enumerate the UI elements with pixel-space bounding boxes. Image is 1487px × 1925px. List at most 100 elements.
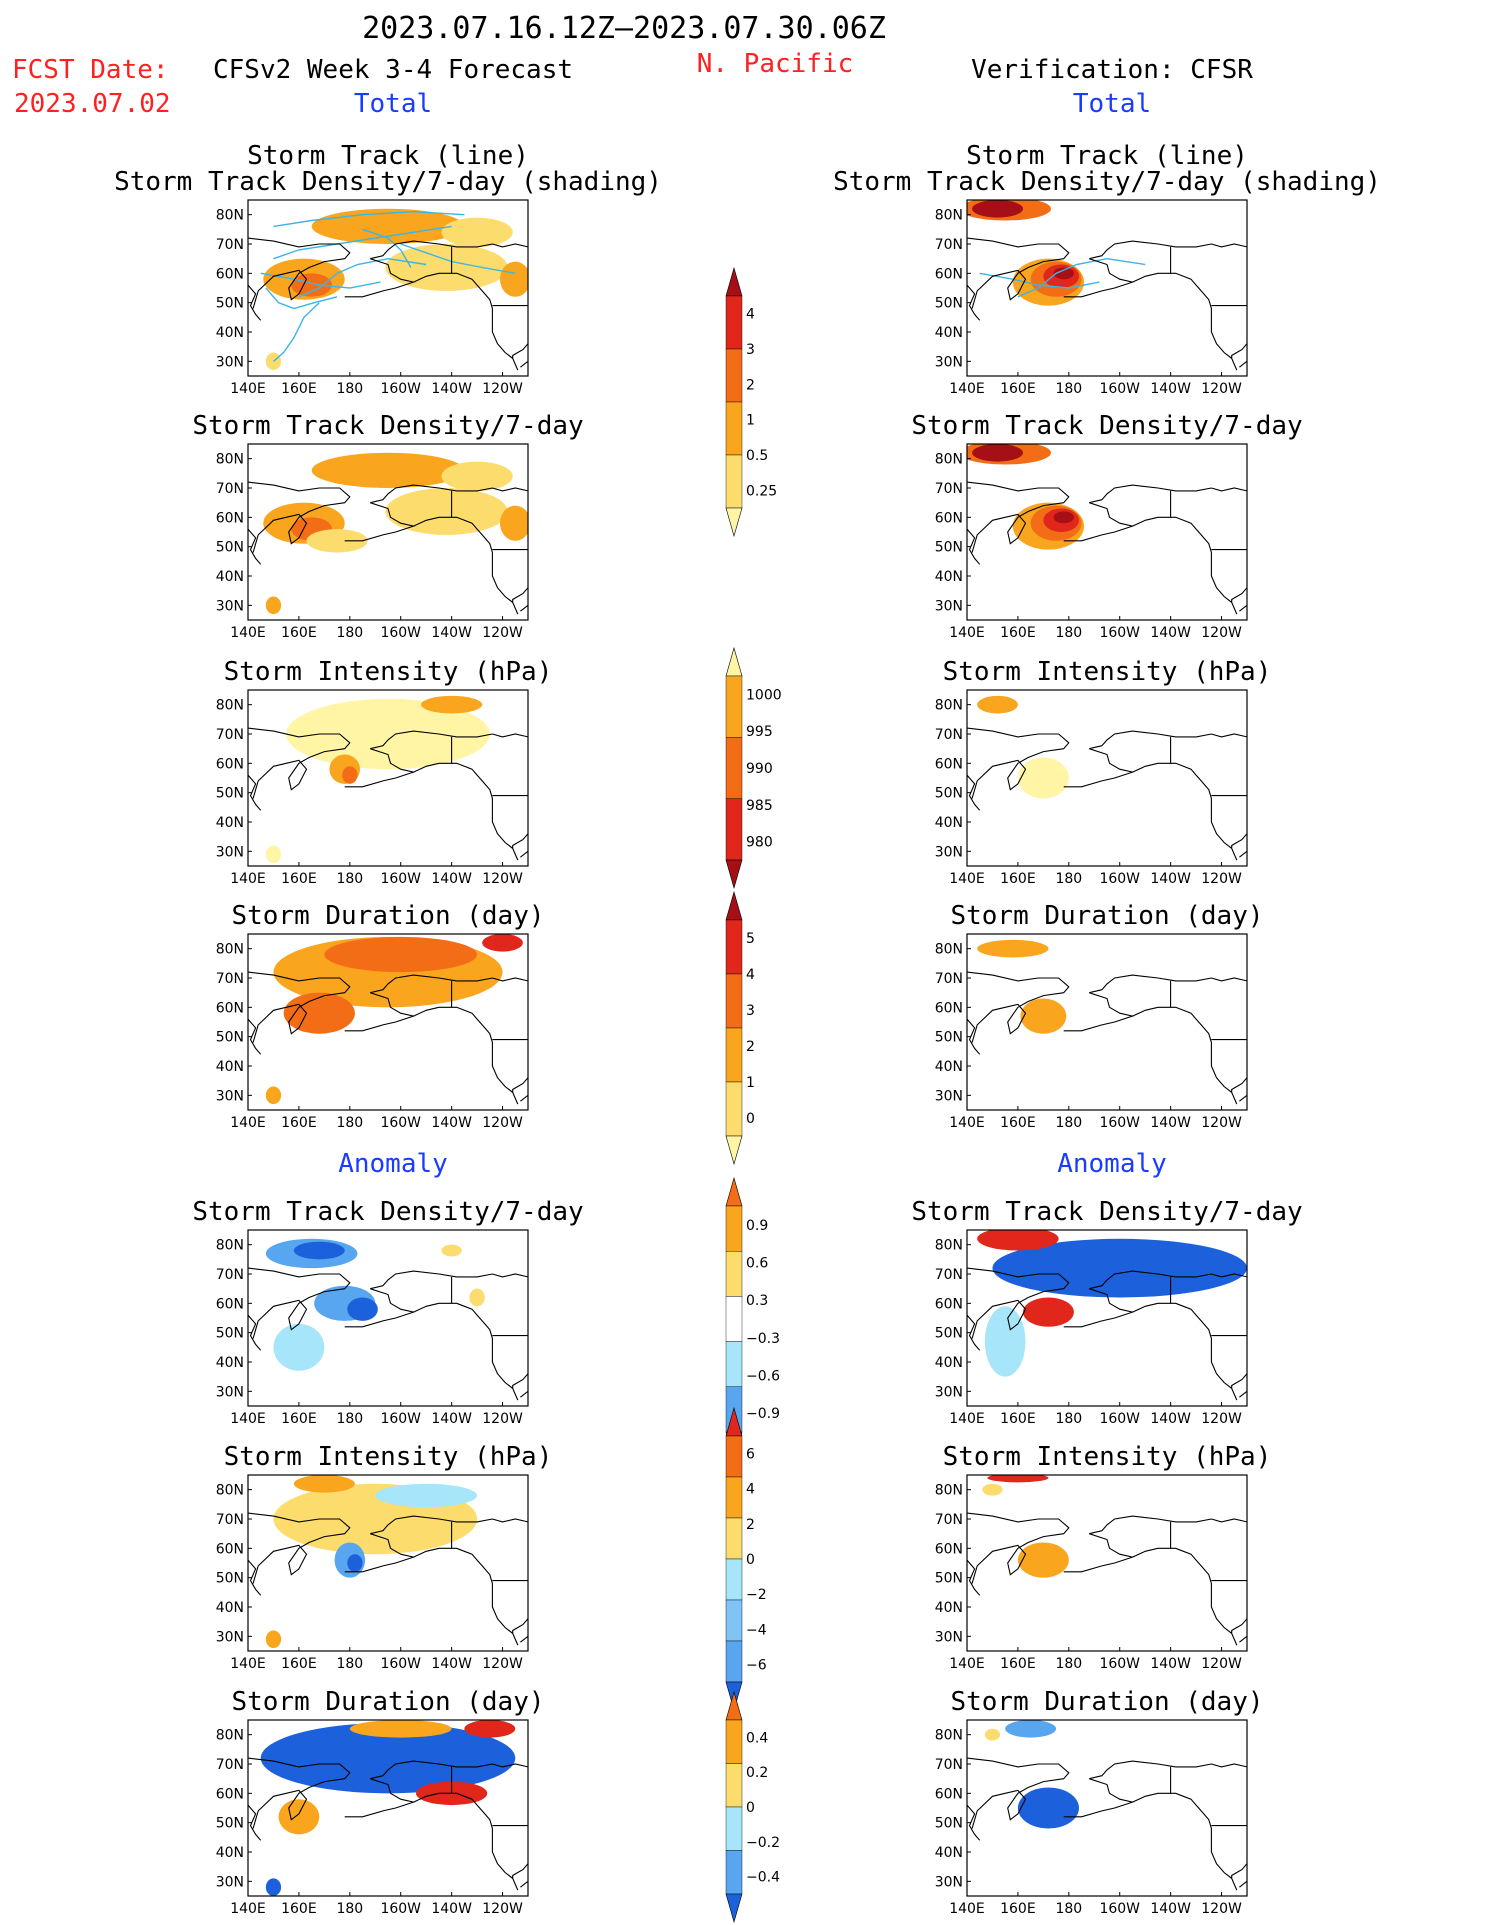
shading-region bbox=[375, 1483, 478, 1508]
map-background bbox=[967, 1475, 1247, 1651]
y-tick-label: 70N bbox=[935, 1512, 963, 1528]
y-tick-label: 70N bbox=[216, 1267, 244, 1283]
coastline-map-icon bbox=[967, 971, 1247, 1105]
y-tick-label: 80N bbox=[935, 698, 963, 714]
x-tick-label: 140W bbox=[1150, 381, 1191, 397]
x-tick-label: 180 bbox=[336, 625, 363, 641]
panel-title: Storm Track (line) bbox=[966, 141, 1248, 171]
colorbar-bottom-arrow bbox=[725, 1135, 743, 1166]
coastline-map-icon bbox=[967, 1757, 1247, 1891]
y-tick-label: 50N bbox=[216, 296, 244, 312]
shading-region bbox=[385, 488, 508, 535]
x-tick-label: 160W bbox=[380, 381, 421, 397]
y-tick-label: 80N bbox=[935, 1728, 963, 1744]
x-tick-label: 140W bbox=[431, 1115, 472, 1131]
panel-title: Storm Duration (day) bbox=[231, 1687, 544, 1717]
shading-region bbox=[265, 1630, 282, 1649]
colorbar-label: −0.4 bbox=[746, 1870, 780, 1886]
y-tick-label: 60N bbox=[935, 510, 963, 526]
x-tick-label: 160E bbox=[1000, 1411, 1036, 1427]
colorbar-label: 0.9 bbox=[746, 1218, 768, 1234]
map-frame bbox=[247, 1474, 529, 1652]
colorbar-label: 4 bbox=[746, 307, 755, 323]
y-tick-label: 50N bbox=[216, 1326, 244, 1342]
shading-region bbox=[992, 1238, 1247, 1298]
map-shading bbox=[248, 934, 528, 1110]
shading-region bbox=[984, 1306, 1026, 1377]
left-anomaly-label: Anomaly bbox=[338, 1149, 448, 1179]
y-tick-label: 70N bbox=[935, 971, 963, 987]
colorbar-swatch bbox=[725, 1435, 743, 1478]
coastline-map-icon bbox=[248, 1512, 528, 1646]
colorbar-swatch bbox=[725, 1599, 743, 1642]
map-frame bbox=[966, 1719, 1248, 1897]
x-tick-label: 160E bbox=[281, 625, 317, 641]
colorbar-swatch bbox=[725, 675, 743, 738]
y-tick-label: 60N bbox=[935, 1296, 963, 1312]
x-tick-label: 180 bbox=[1055, 871, 1082, 887]
x-tick-label: 140E bbox=[230, 1901, 266, 1917]
colorbar-label: 0.5 bbox=[746, 448, 768, 464]
colorbar-top-arrow bbox=[725, 266, 743, 297]
colorbar-swatch bbox=[725, 1296, 743, 1342]
shading-region bbox=[265, 845, 282, 864]
x-tick-label: 140W bbox=[431, 1656, 472, 1672]
x-tick-label: 120W bbox=[482, 871, 523, 887]
map-shading bbox=[967, 200, 1247, 376]
x-tick-label: 160E bbox=[1000, 625, 1036, 641]
panel-title: Storm Duration (day) bbox=[950, 1687, 1263, 1717]
x-tick-label: 120W bbox=[1201, 871, 1242, 887]
map-frame bbox=[247, 199, 529, 377]
x-tick-label: 160E bbox=[281, 871, 317, 887]
colorbar-swatch bbox=[725, 1640, 743, 1683]
shading-region bbox=[464, 1720, 516, 1738]
y-tick-label: 30N bbox=[216, 844, 244, 860]
x-tick-label: 180 bbox=[1055, 1901, 1082, 1917]
map-frame bbox=[247, 1719, 529, 1897]
cfsr-duration-anom-panel: Storm Duration (day) 140E 160E 180 160W 140W 1… bbox=[935, 1687, 1264, 1917]
x-tick-label: 120W bbox=[1201, 1411, 1242, 1427]
y-tick-label: 30N bbox=[216, 1088, 244, 1104]
storm-track-line bbox=[273, 210, 465, 228]
colorbar-swatch bbox=[725, 1558, 743, 1601]
x-tick-label: 140W bbox=[431, 625, 472, 641]
colorbar-density-total: 4 3 2 1 0.5 0.25 bbox=[725, 266, 777, 538]
colorbar-label: −0.6 bbox=[746, 1369, 780, 1385]
colorbar-swatch bbox=[725, 454, 743, 509]
map-frame bbox=[966, 1229, 1248, 1407]
shading-region bbox=[311, 452, 465, 488]
x-tick-label: 180 bbox=[1055, 1656, 1082, 1672]
shading-region bbox=[977, 695, 1018, 714]
panel-title: Storm Intensity (hPa) bbox=[224, 1442, 553, 1472]
panel-title: Storm Track Density/7-day bbox=[192, 411, 583, 441]
shading-region bbox=[977, 939, 1049, 958]
y-tick-label: 50N bbox=[935, 540, 963, 556]
x-tick-label: 180 bbox=[1055, 1115, 1082, 1131]
y-tick-label: 50N bbox=[216, 1030, 244, 1046]
x-tick-label: 180 bbox=[336, 871, 363, 887]
colorbar-label: −4 bbox=[746, 1622, 767, 1638]
x-tick-label: 120W bbox=[482, 1656, 523, 1672]
y-tick-label: 70N bbox=[935, 481, 963, 497]
y-tick-label: 40N bbox=[216, 1600, 244, 1616]
y-tick-label: 30N bbox=[216, 1629, 244, 1645]
shading-region bbox=[265, 1878, 282, 1896]
panel-title: Storm Track Density/7-day (shading) bbox=[833, 167, 1381, 197]
y-tick-label: 60N bbox=[216, 510, 244, 526]
x-tick-label: 160W bbox=[380, 1411, 421, 1427]
x-tick-label: 120W bbox=[482, 1411, 523, 1427]
y-tick-label: 40N bbox=[216, 815, 244, 831]
map-background bbox=[967, 690, 1247, 866]
right-anomaly-label: Anomaly bbox=[1057, 1149, 1167, 1179]
shading-region bbox=[349, 1720, 452, 1738]
y-tick-label: 30N bbox=[935, 598, 963, 614]
x-tick-label: 140W bbox=[1150, 871, 1191, 887]
colorbar-swatch bbox=[725, 1719, 743, 1764]
y-tick-label: 50N bbox=[216, 1571, 244, 1587]
shading-region bbox=[278, 1799, 320, 1835]
y-tick-label: 70N bbox=[935, 237, 963, 253]
y-tick-label: 40N bbox=[216, 1059, 244, 1075]
x-tick-label: 160W bbox=[1099, 871, 1140, 887]
x-tick-label: 180 bbox=[1055, 625, 1082, 641]
y-tick-label: 60N bbox=[935, 1786, 963, 1802]
